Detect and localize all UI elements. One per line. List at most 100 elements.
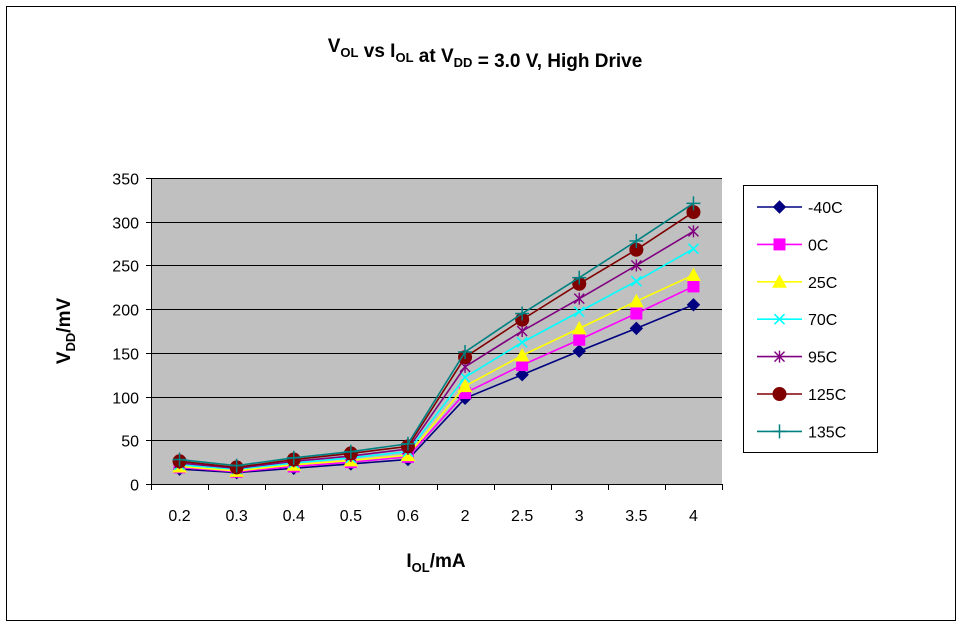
marker-diamond [629, 321, 644, 336]
legend-marker [772, 387, 787, 401]
series-135C [172, 196, 701, 473]
series-layer [172, 196, 701, 480]
axis-title-main: I [406, 551, 411, 572]
legend-label: 135C [808, 424, 846, 441]
data-point [629, 293, 644, 308]
legend-label: 25C [808, 275, 837, 292]
legend-marker [772, 274, 787, 288]
data-point [686, 196, 701, 211]
title-subscript: DD [454, 55, 473, 70]
axis-title-subscript: OL [412, 560, 430, 575]
title-part: = 3.0 V, High Drive [472, 51, 642, 72]
data-point [572, 270, 587, 285]
series-line [179, 202, 694, 467]
y-tick-label: 150 [112, 347, 139, 364]
marker-x-stroke [687, 243, 700, 255]
marker-diamond [515, 368, 529, 382]
marker-triangle [686, 267, 701, 282]
series-line [179, 211, 694, 469]
x-tick-label: 3 [575, 508, 584, 525]
x-tick-label: 4 [689, 508, 698, 525]
x-tick-label: 2.5 [511, 508, 533, 525]
legend-item: 70C [757, 312, 837, 329]
gridlines [151, 178, 722, 441]
data-point [515, 306, 530, 321]
legend-item: 0C [757, 237, 828, 254]
legend-item: 25C [757, 274, 837, 292]
legend-marker [773, 313, 786, 325]
data-point [229, 458, 244, 473]
data-point [400, 436, 415, 451]
legend-marker [774, 350, 785, 363]
marker-square [573, 333, 586, 346]
marker-triangle [772, 274, 787, 288]
data-point [687, 243, 700, 255]
data-point [630, 307, 643, 320]
data-point [172, 452, 187, 467]
x-tick-label: 2 [461, 508, 470, 525]
marker-square [630, 307, 643, 320]
marker-diamond [572, 344, 586, 358]
data-point [686, 267, 701, 282]
data-point [458, 344, 473, 359]
data-point [630, 275, 642, 287]
y-tick-label: 250 [112, 259, 139, 276]
x-tick-label: 0.6 [397, 508, 419, 525]
data-point [573, 306, 585, 318]
y-tick-label: 100 [112, 391, 139, 408]
x-tick-label: 0.4 [283, 508, 305, 525]
marker-triangle [457, 378, 473, 393]
legend-item: 125C [757, 387, 846, 404]
y-tick-label: 200 [112, 303, 139, 320]
y-axis-title: VDD/mV [54, 298, 78, 365]
y-tick-label: 0 [130, 478, 139, 495]
legend-label: 0C [808, 237, 828, 254]
data-point [630, 259, 642, 272]
plot-area [151, 178, 722, 484]
data-point [573, 333, 586, 346]
marker-diamond [772, 200, 787, 214]
marker-triangle [571, 320, 587, 335]
legend-marker [773, 238, 786, 251]
data-point [629, 233, 644, 248]
axis-title-tail: /mA [430, 551, 466, 572]
data-point [459, 371, 471, 383]
marker-x-stroke [459, 371, 471, 383]
legend-marker [772, 424, 787, 439]
marker-square [773, 238, 786, 251]
title-part: vs I [358, 41, 395, 62]
y-tick-label: 350 [112, 172, 139, 189]
marker-x-stroke [630, 275, 642, 287]
x-tick-label: 0.2 [168, 508, 190, 525]
data-point [687, 280, 700, 293]
chart-title: VOL vs IOL at VDD = 3.0 V, High Drive [328, 36, 643, 72]
legend-marker [772, 200, 787, 214]
legend-label: 125C [808, 387, 846, 404]
marker-x-stroke [516, 336, 528, 348]
legend-item: 135C [757, 424, 846, 441]
legend-label: 95C [808, 350, 837, 367]
series-line [179, 304, 694, 474]
marker-diamond [686, 298, 701, 312]
legend-item: -40C [757, 200, 843, 217]
data-point [515, 368, 529, 382]
data-point [571, 320, 587, 335]
y-tick-label: 300 [112, 216, 139, 233]
axis-title-main: V [54, 351, 75, 364]
data-point [686, 298, 701, 312]
axis-title-subscript: DD [63, 333, 78, 352]
legend-label: -40C [808, 200, 843, 217]
data-point [457, 378, 473, 393]
data-point [343, 444, 358, 459]
data-point [516, 336, 528, 348]
data-point [514, 347, 530, 362]
legend-label: 70C [808, 312, 837, 329]
y-tick-label: 50 [121, 434, 139, 451]
marker-circle [772, 387, 787, 401]
title-part: V [328, 36, 341, 57]
series-line [179, 274, 694, 472]
data-point [687, 225, 699, 238]
axis-title-tail: /mV [54, 298, 75, 333]
